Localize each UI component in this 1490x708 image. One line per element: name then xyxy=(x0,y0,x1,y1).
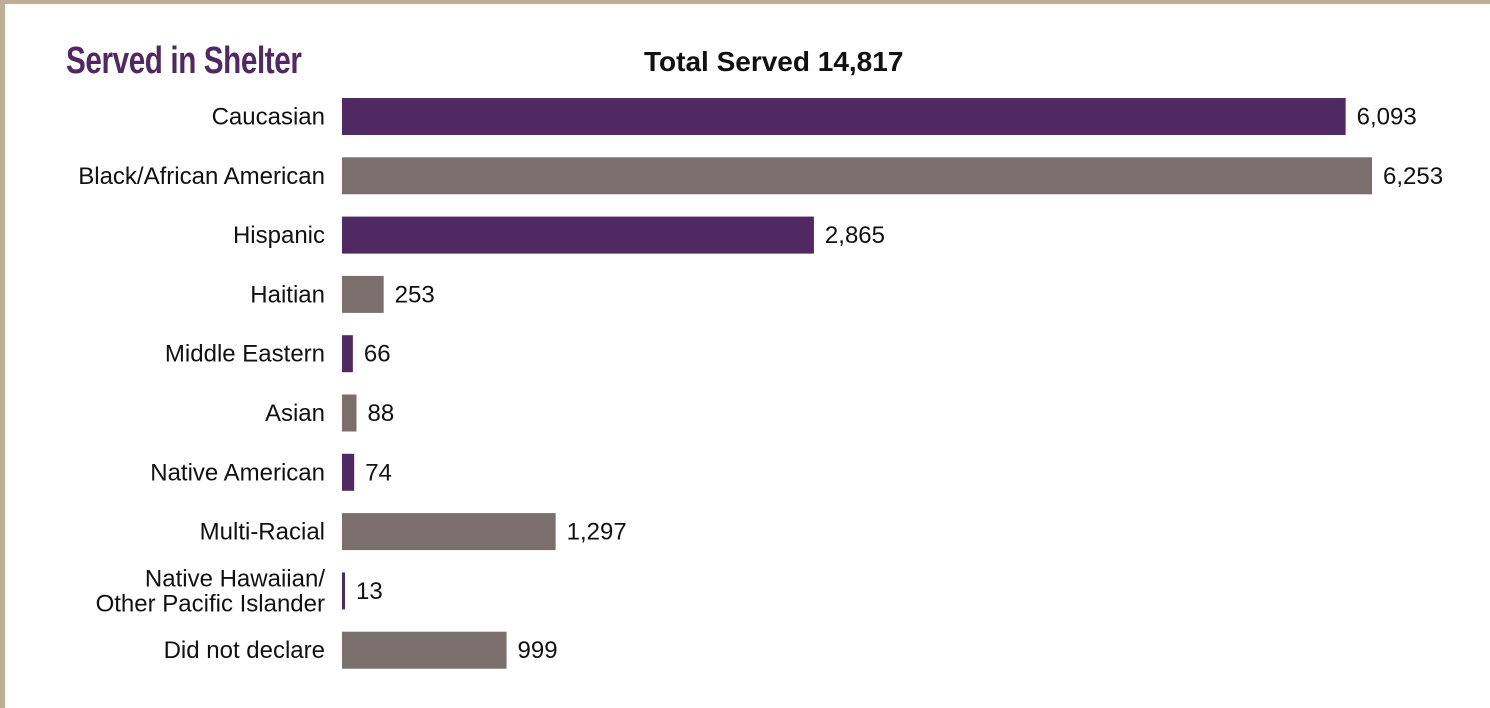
value-label-1: 6,253 xyxy=(1383,163,1443,190)
category-label-0: Caucasian xyxy=(212,104,325,131)
value-label-8: 13 xyxy=(356,578,383,605)
bar-5 xyxy=(342,394,357,432)
bar-4 xyxy=(342,335,353,373)
category-label-4: Middle Eastern xyxy=(165,341,325,368)
value-label-6: 74 xyxy=(365,459,392,486)
value-label-0: 6,093 xyxy=(1357,104,1417,131)
bar-1 xyxy=(342,157,1372,195)
category-label-8: Native Hawaiian/Other Pacific Islander xyxy=(96,565,326,617)
category-label-3: Haitian xyxy=(250,281,325,308)
value-label-4: 66 xyxy=(364,341,391,368)
bar-7 xyxy=(342,513,556,551)
category-label-1: Black/African American xyxy=(78,163,325,190)
bar-2 xyxy=(342,216,814,254)
category-label-2: Hispanic xyxy=(233,222,325,249)
bar-3 xyxy=(342,275,384,313)
value-label-2: 2,865 xyxy=(825,222,885,249)
category-label-7: Multi-Racial xyxy=(200,519,325,546)
value-label-9: 999 xyxy=(518,637,558,664)
chart-title: Total Served 14,817 xyxy=(644,46,904,77)
bar-6 xyxy=(342,453,355,491)
value-label-7: 1,297 xyxy=(567,519,627,546)
page-heading: Served in Shelter xyxy=(66,40,302,82)
bar-0 xyxy=(342,98,1346,135)
bar-9 xyxy=(342,631,507,669)
category-label-5: Asian xyxy=(265,400,325,427)
category-label-6: Native American xyxy=(150,459,325,486)
value-label-5: 88 xyxy=(367,400,394,427)
value-label-3: 253 xyxy=(395,281,435,308)
bar-8 xyxy=(342,572,345,610)
category-label-9: Did not declare xyxy=(164,637,325,664)
